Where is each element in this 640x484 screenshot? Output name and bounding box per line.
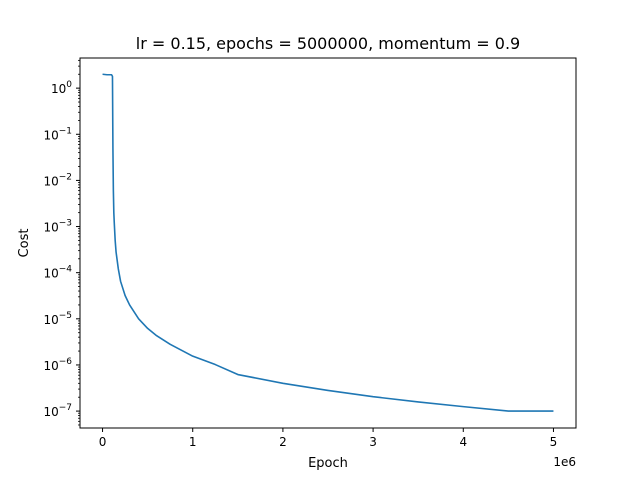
- series-line-0: [102, 73, 554, 412]
- x-tick-label: 3: [369, 435, 377, 449]
- y-tick-label: 10−7: [43, 403, 72, 419]
- x-axis-offset-label: 1e6: [553, 455, 576, 469]
- y-tick-label: 10−2: [43, 172, 72, 188]
- y-tick-label: 10−5: [43, 311, 72, 327]
- y-tick-label: 100: [51, 80, 72, 96]
- x-axis-label: Epoch: [308, 456, 348, 471]
- x-tick-label: 0: [99, 435, 107, 449]
- x-tick-label: 1: [189, 435, 197, 449]
- x-tick-label: 5: [550, 435, 558, 449]
- y-tick-label: 10−1: [43, 126, 72, 142]
- y-tick-label: 10−6: [43, 357, 72, 373]
- plot-frame: [79, 57, 577, 429]
- x-tick-label: 4: [459, 435, 467, 449]
- y-axis-label: Cost: [17, 229, 32, 258]
- chart-title: lr = 0.15, epochs = 5000000, momentum = …: [136, 34, 520, 53]
- y-tick-label: 10−4: [43, 265, 72, 281]
- x-tick-label: 2: [279, 435, 287, 449]
- y-tick-label: 10−3: [43, 219, 72, 235]
